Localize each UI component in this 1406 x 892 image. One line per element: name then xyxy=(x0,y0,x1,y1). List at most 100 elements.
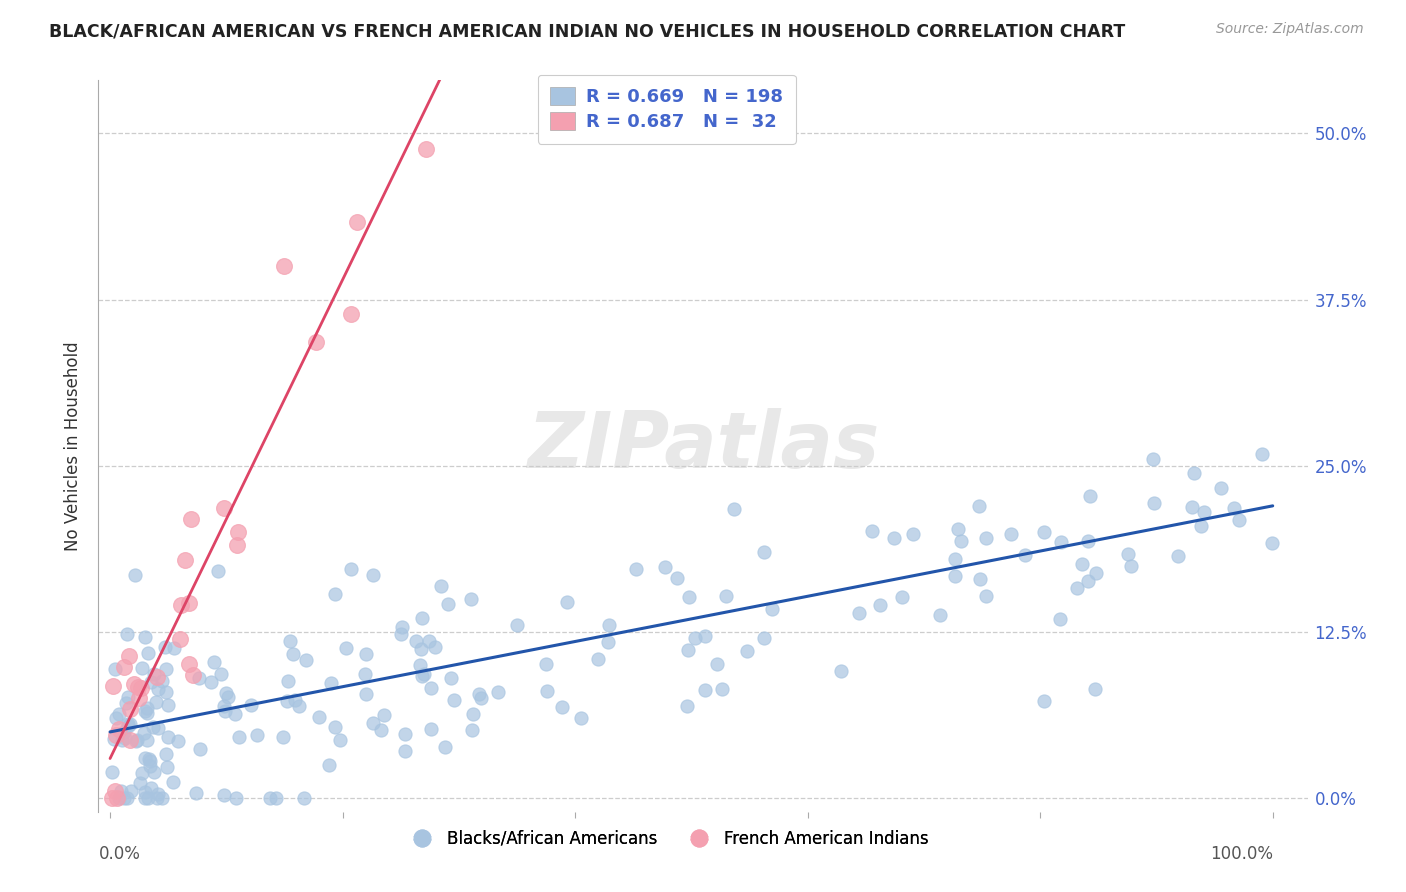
Point xyxy=(461,707,484,722)
Point xyxy=(598,617,620,632)
Point xyxy=(752,631,775,645)
Point xyxy=(676,698,699,713)
Point xyxy=(101,679,124,693)
Point xyxy=(188,741,211,756)
Point xyxy=(430,578,453,592)
Point xyxy=(1189,518,1212,533)
Point xyxy=(683,632,706,646)
Text: 100.0%: 100.0% xyxy=(1209,845,1272,863)
Point xyxy=(214,698,236,713)
Point xyxy=(156,698,179,712)
Point xyxy=(1142,452,1164,467)
Point xyxy=(325,720,347,734)
Point xyxy=(177,596,200,610)
Point xyxy=(976,531,998,545)
Point xyxy=(104,728,127,742)
Point xyxy=(135,700,157,714)
Point xyxy=(146,721,169,735)
Point xyxy=(181,667,204,681)
Point xyxy=(830,664,852,678)
Point xyxy=(361,568,384,582)
Point xyxy=(869,598,891,612)
Point xyxy=(276,693,298,707)
Point xyxy=(418,634,440,648)
Point xyxy=(134,750,156,764)
Point xyxy=(318,757,340,772)
Point xyxy=(125,732,148,747)
Point xyxy=(440,672,463,686)
Point xyxy=(693,682,716,697)
Point xyxy=(409,658,432,673)
Point xyxy=(155,662,177,676)
Point xyxy=(104,662,127,676)
Point xyxy=(188,671,211,685)
Point xyxy=(146,791,169,805)
Point xyxy=(136,733,159,747)
Point xyxy=(264,791,287,805)
Point xyxy=(665,571,688,585)
Point xyxy=(209,667,232,681)
Point xyxy=(370,723,392,737)
Point xyxy=(273,260,295,274)
Point xyxy=(139,759,162,773)
Point xyxy=(1116,547,1139,561)
Point xyxy=(929,607,952,622)
Point xyxy=(969,572,991,586)
Point xyxy=(129,681,152,695)
Point xyxy=(141,675,163,690)
Point xyxy=(115,791,138,805)
Point xyxy=(643,127,665,141)
Point xyxy=(354,666,377,681)
Point xyxy=(419,722,441,736)
Point xyxy=(155,747,177,761)
Text: ZIPatlas: ZIPatlas xyxy=(527,408,879,484)
Point xyxy=(470,691,492,706)
Point xyxy=(277,673,299,688)
Point xyxy=(1261,536,1284,550)
Point xyxy=(1049,535,1071,549)
Point xyxy=(305,335,328,350)
Point xyxy=(394,727,416,741)
Point xyxy=(142,666,165,681)
Point xyxy=(943,569,966,583)
Point xyxy=(295,653,318,667)
Point xyxy=(1143,496,1166,510)
Point xyxy=(319,675,342,690)
Point xyxy=(120,784,142,798)
Point xyxy=(138,752,160,766)
Point xyxy=(1223,501,1246,516)
Text: BLACK/AFRICAN AMERICAN VS FRENCH AMERICAN INDIAN NO VEHICLES IN HOUSEHOLD CORREL: BLACK/AFRICAN AMERICAN VS FRENCH AMERICA… xyxy=(49,22,1125,40)
Point xyxy=(125,733,148,747)
Point xyxy=(486,685,509,699)
Point xyxy=(132,725,155,739)
Point xyxy=(405,634,427,648)
Point xyxy=(1085,566,1108,580)
Point xyxy=(710,681,733,696)
Point xyxy=(335,640,357,655)
Point xyxy=(107,706,129,721)
Point xyxy=(136,791,159,805)
Point xyxy=(946,522,969,536)
Point xyxy=(141,780,163,795)
Point xyxy=(536,657,558,672)
Point xyxy=(434,740,457,755)
Point xyxy=(443,693,465,707)
Point xyxy=(134,705,156,719)
Point xyxy=(134,630,156,644)
Point xyxy=(202,656,225,670)
Point xyxy=(602,127,624,141)
Point xyxy=(1032,693,1054,707)
Point xyxy=(1121,559,1143,574)
Point xyxy=(184,786,207,800)
Point xyxy=(156,730,179,744)
Point xyxy=(761,602,783,616)
Point xyxy=(1250,447,1272,461)
Point xyxy=(105,791,128,805)
Point xyxy=(117,719,139,733)
Point xyxy=(136,706,159,720)
Point xyxy=(1049,612,1071,626)
Point xyxy=(136,646,159,660)
Point xyxy=(460,591,482,606)
Point xyxy=(1167,549,1189,564)
Point xyxy=(118,717,141,731)
